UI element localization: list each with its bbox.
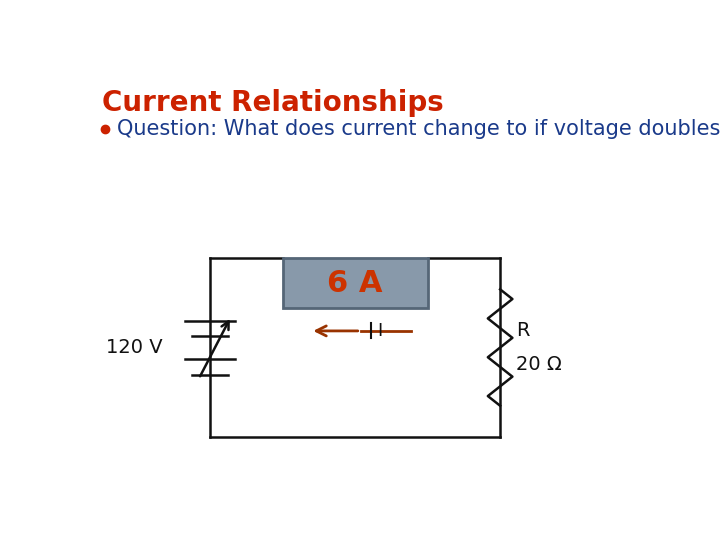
Text: R: R: [516, 321, 529, 340]
Text: Question: What does current change to if voltage doubles?: Question: What does current change to if…: [117, 119, 720, 139]
Text: 20 Ω: 20 Ω: [516, 355, 562, 374]
Text: 6 A: 6 A: [328, 268, 383, 298]
Bar: [282, 258, 428, 308]
Text: I: I: [377, 322, 382, 340]
Text: 120 V: 120 V: [106, 338, 163, 357]
Text: Current Relationships: Current Relationships: [102, 89, 444, 117]
